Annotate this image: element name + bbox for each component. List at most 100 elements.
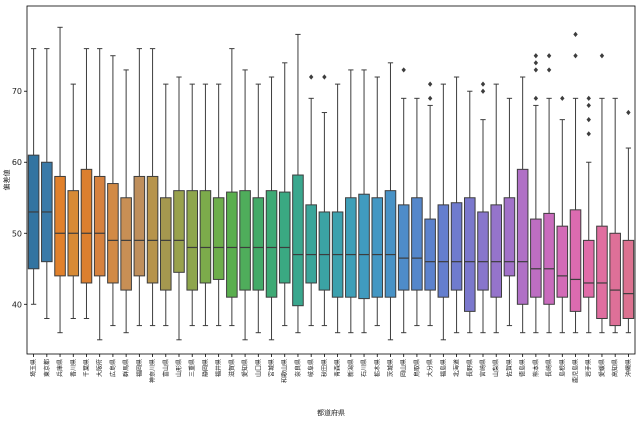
- box-body: [212, 197, 225, 280]
- outlier-point: [586, 102, 591, 109]
- box-group: [596, 53, 608, 334]
- box-body: [582, 239, 595, 298]
- box-group: [530, 53, 542, 334]
- box-group: [384, 62, 397, 341]
- y-tick-label: 70: [12, 87, 22, 96]
- box-group: [212, 83, 225, 327]
- box-body: [516, 168, 529, 305]
- box-group: [93, 48, 106, 341]
- outlier-point: [586, 131, 591, 137]
- box-group: [463, 90, 476, 334]
- box-group: [146, 48, 159, 327]
- outlier-point: [533, 95, 539, 101]
- box-body: [437, 204, 450, 298]
- x-tick-label: 大分県: [426, 359, 434, 377]
- box-body: [120, 197, 132, 291]
- outlier-point: [427, 95, 433, 101]
- outlier-point: [401, 67, 406, 73]
- box-group: [305, 74, 317, 327]
- box-body: [265, 190, 278, 298]
- box-body: [226, 191, 238, 298]
- box-group: [622, 109, 635, 334]
- x-tick-label: 大阪府: [96, 359, 104, 377]
- x-tick-label: 滋賀県: [228, 359, 236, 377]
- x-tick-label: 神奈川県: [149, 359, 157, 383]
- box-group: [186, 83, 199, 327]
- x-tick-label: 山形県: [175, 359, 183, 377]
- box-body: [411, 197, 423, 291]
- box-group: [397, 67, 410, 334]
- x-tick-label: 宮城県: [268, 359, 276, 377]
- box-body: [146, 175, 159, 284]
- outlier-point: [533, 53, 539, 59]
- outlier-point: [560, 95, 565, 101]
- box-group: [582, 95, 595, 334]
- x-tick-label: 北海道: [453, 359, 461, 377]
- box-body: [292, 174, 304, 307]
- y-axis: 40 50 60 70: [12, 87, 27, 309]
- x-tick-label: 福岡県: [135, 359, 143, 377]
- outlier-point: [573, 53, 578, 59]
- outlier-point: [586, 95, 591, 101]
- x-tick-label: 秋田県: [320, 359, 328, 377]
- box-body: [490, 204, 503, 298]
- box-body: [80, 168, 93, 284]
- x-tick-label: 東京都: [43, 359, 51, 377]
- x-tick-label: 広島県: [109, 359, 117, 377]
- outlier-point: [586, 117, 591, 123]
- outlier-point: [427, 81, 433, 87]
- box-body: [305, 204, 317, 284]
- box-body: [199, 190, 212, 284]
- box-group: [226, 48, 238, 327]
- box-group: [437, 83, 450, 341]
- x-tick-label: 愛媛県: [598, 359, 606, 377]
- box-group: [278, 62, 291, 327]
- box-group: [199, 83, 212, 327]
- x-tick-label: 福井県: [215, 359, 223, 377]
- x-tick-label: 三重県: [188, 359, 196, 377]
- box-body: [159, 197, 172, 291]
- x-tick-label: 鹿児島県: [572, 359, 580, 383]
- box-body: [463, 197, 476, 312]
- x-tick-label: 群馬県: [122, 359, 130, 377]
- box-group: [292, 33, 304, 334]
- box-group: [371, 76, 384, 327]
- x-axis-label: 都道府県: [317, 408, 345, 417]
- box-group: [107, 55, 119, 327]
- box-body: [239, 190, 251, 291]
- x-tick-label: 岩手県: [585, 359, 593, 377]
- x-tick-label: 奈良県: [294, 359, 302, 377]
- outlier-point: [573, 31, 578, 38]
- x-tick-label: 高知県: [611, 359, 619, 377]
- box-group: [345, 69, 357, 334]
- y-tick-label: 50: [12, 229, 22, 238]
- x-tick-label: 鳥取県: [413, 359, 421, 377]
- x-tick-label: 山梨県: [492, 359, 500, 377]
- box-group: [27, 48, 40, 305]
- box-body: [318, 211, 331, 291]
- box-body: [252, 197, 265, 291]
- box-body: [371, 197, 384, 298]
- x-tick-label: 長崎県: [545, 359, 553, 377]
- x-tick-label: 新潟県: [347, 359, 355, 377]
- box-group: [609, 97, 621, 334]
- x-tick-label: 佐賀県: [505, 359, 513, 377]
- y-axis-label: 偏差値: [2, 170, 11, 191]
- x-tick-label: 沖縄県: [624, 359, 632, 377]
- box-group: [503, 97, 516, 327]
- box-body: [556, 225, 569, 298]
- box-body: [477, 211, 489, 291]
- box-group: [490, 83, 503, 334]
- x-tick-label: 岐阜県: [307, 359, 315, 377]
- box-group: [556, 95, 569, 334]
- outlier-point: [322, 74, 327, 80]
- box-body: [543, 212, 555, 305]
- box-body: [424, 218, 436, 291]
- box-group: [450, 76, 463, 334]
- box-group: [54, 26, 66, 334]
- box-body: [358, 193, 370, 300]
- x-tick-label: 和歌山県: [281, 359, 289, 383]
- box-body: [278, 191, 291, 284]
- box-series: [27, 26, 635, 341]
- x-tick-label: 茨城県: [386, 359, 394, 377]
